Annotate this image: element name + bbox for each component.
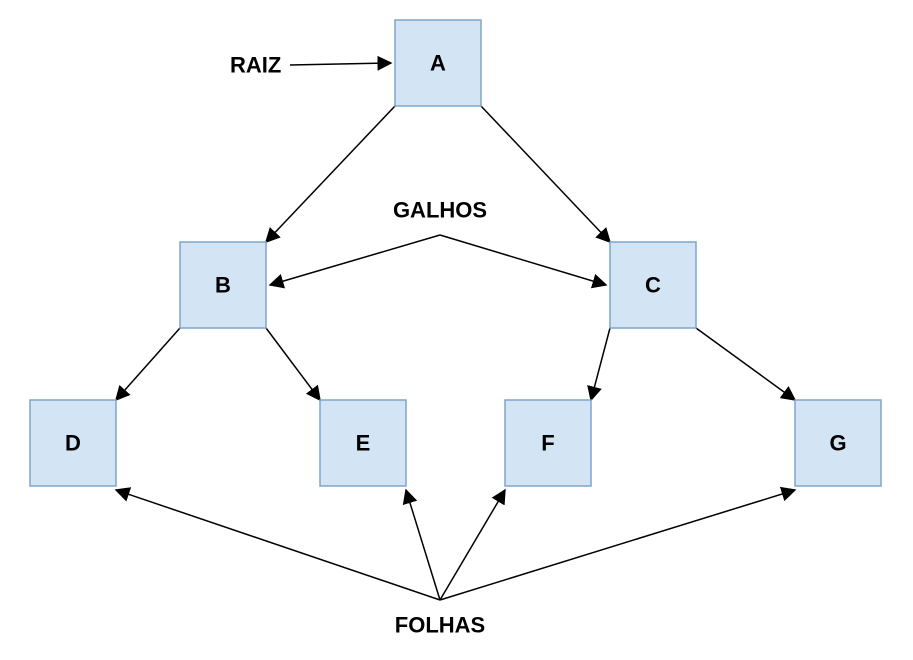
node-label-G: G bbox=[829, 431, 846, 456]
arrow-folhas-E bbox=[406, 490, 440, 600]
edge-C-G bbox=[696, 328, 795, 400]
node-label-A: A bbox=[430, 51, 446, 76]
label-raiz: RAIZ bbox=[230, 53, 281, 78]
node-B: B bbox=[180, 242, 266, 328]
arrow-galhos-B bbox=[270, 235, 440, 285]
arrow-galhos-C bbox=[440, 235, 606, 285]
tree-nodes: A B C D E F G bbox=[30, 20, 881, 486]
edge-A-C bbox=[481, 106, 610, 242]
node-label-C: C bbox=[645, 273, 661, 298]
label-folhas: FOLHAS bbox=[395, 613, 485, 638]
edge-B-D bbox=[116, 328, 180, 400]
node-D: D bbox=[30, 400, 116, 486]
node-A: A bbox=[395, 20, 481, 106]
node-label-F: F bbox=[541, 431, 554, 456]
node-F: F bbox=[505, 400, 591, 486]
label-galhos: GALHOS bbox=[393, 198, 487, 223]
node-E: E bbox=[320, 400, 406, 486]
edge-C-F bbox=[591, 328, 610, 400]
edge-B-E bbox=[266, 328, 320, 400]
arrow-folhas-D bbox=[116, 490, 440, 600]
node-label-D: D bbox=[65, 431, 81, 456]
tree-diagram: RAIZ GALHOS FOLHAS A B C D E F G bbox=[0, 0, 913, 660]
edge-A-B bbox=[266, 106, 395, 242]
arrow-folhas-G bbox=[440, 490, 795, 600]
arrow-raiz bbox=[290, 63, 391, 65]
node-label-B: B bbox=[215, 273, 231, 298]
node-C: C bbox=[610, 242, 696, 328]
node-G: G bbox=[795, 400, 881, 486]
node-label-E: E bbox=[356, 431, 371, 456]
